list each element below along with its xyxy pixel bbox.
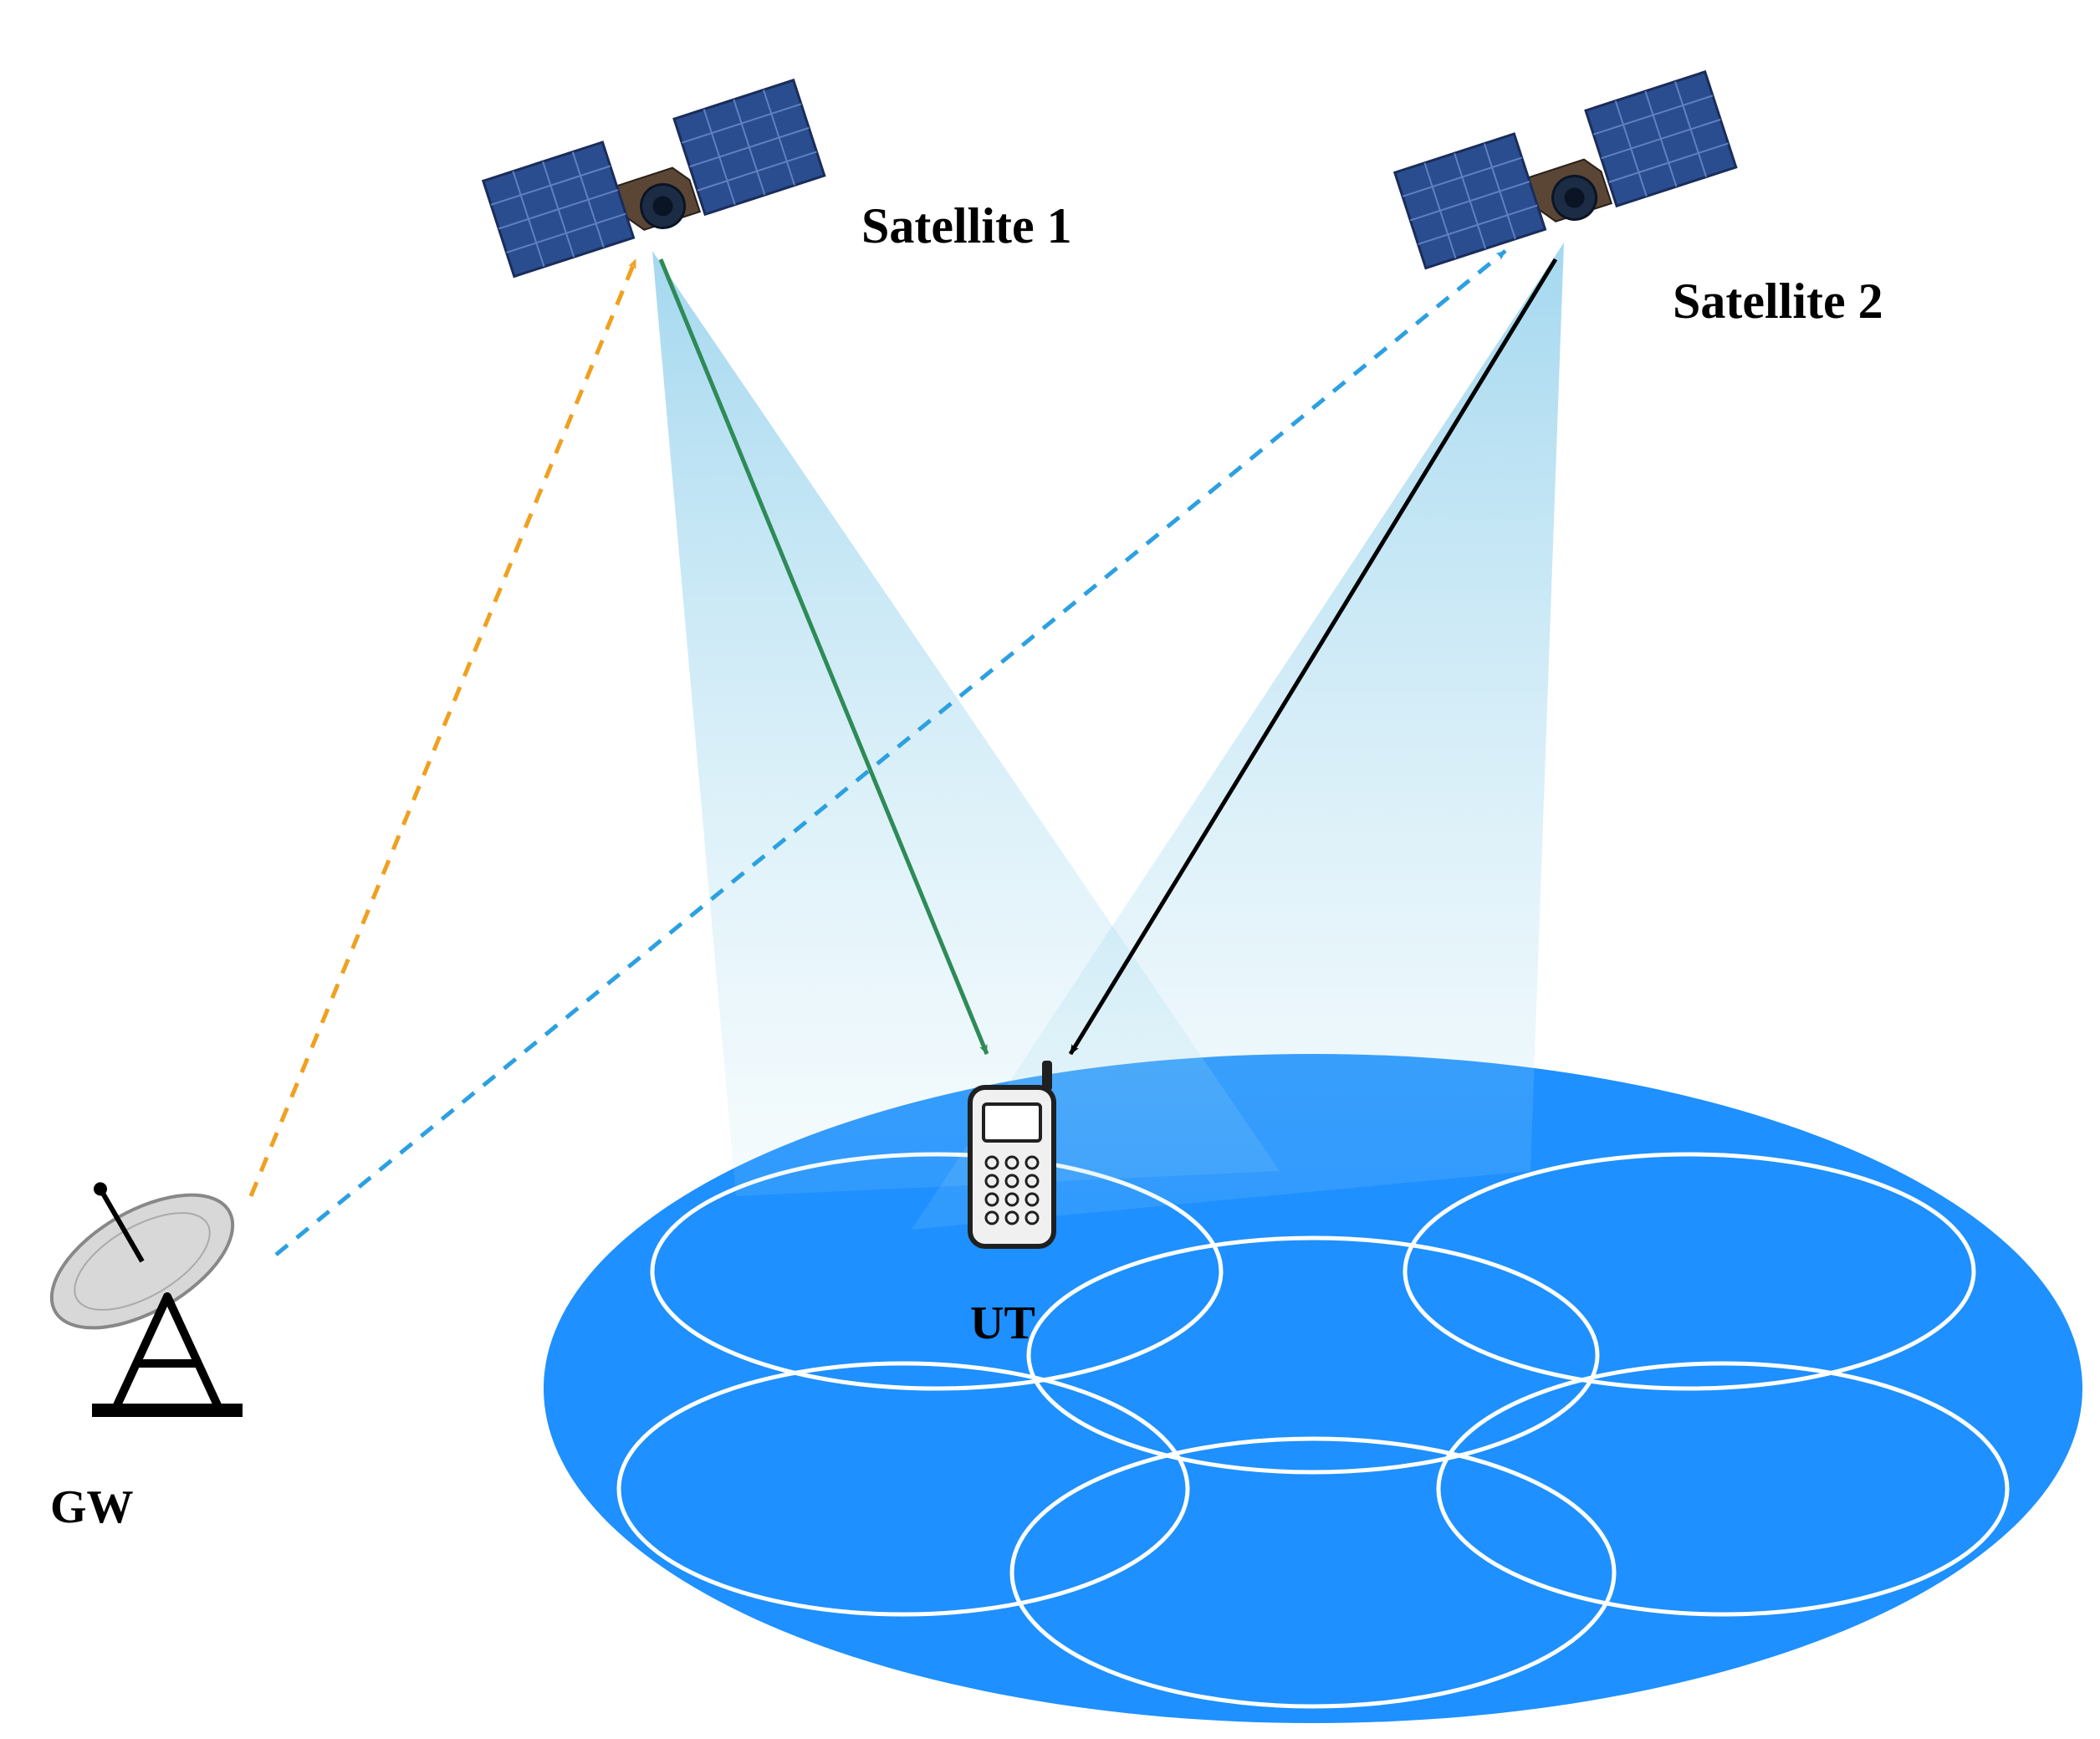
user-terminal-icon (970, 1061, 1054, 1246)
link-gw-sat1 (251, 259, 636, 1196)
label-gw: GW (50, 1481, 134, 1533)
satellite-2-icon (1395, 72, 1736, 269)
label-satellite-2: Satellite 2 (1673, 274, 1883, 329)
beam-sat2 (912, 243, 1564, 1230)
satellite-1-icon (483, 80, 825, 278)
label-satellite-1: Satellite 1 (861, 198, 1072, 253)
label-ut: UT (970, 1297, 1035, 1349)
ground-station-icon (10, 1133, 254, 1417)
